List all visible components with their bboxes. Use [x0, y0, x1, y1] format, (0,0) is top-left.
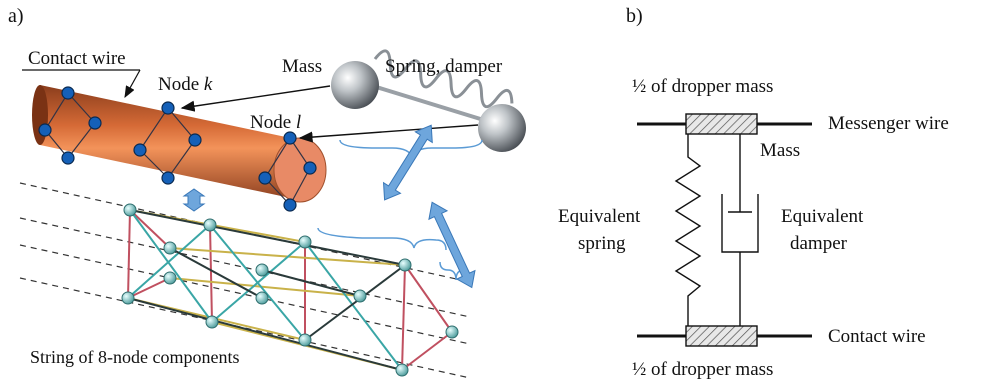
- top-half-mass-block: [685, 113, 758, 135]
- spring-damper-label: Spring, damper: [385, 56, 503, 77]
- wire-nodes: [38, 86, 317, 212]
- messenger-wire-label: Messenger wire: [828, 113, 949, 134]
- panel-b-label: b): [626, 5, 643, 27]
- lattice-node: [298, 235, 312, 249]
- top-half-mass-label: ½ of dropper mass: [632, 76, 774, 97]
- lattice-node: [255, 263, 269, 277]
- wire-node: [61, 151, 75, 165]
- lattice-node: [353, 289, 367, 303]
- double-arrow-vertical: [182, 188, 206, 212]
- lattice-node: [123, 203, 137, 217]
- lattice-node: [445, 325, 459, 339]
- mass-ball-right: [478, 104, 526, 152]
- wire-node: [38, 123, 52, 137]
- wire-node: [188, 133, 202, 147]
- wire-node-k: [161, 101, 175, 115]
- equivalent-damper-label-1: Equivalent: [781, 206, 864, 227]
- lattice-node: [398, 258, 412, 272]
- wire-node: [283, 198, 297, 212]
- wire-node: [133, 143, 147, 157]
- lattice-node: [255, 291, 269, 305]
- string-caption: String of 8-node components: [30, 347, 240, 367]
- equivalent-damper-label-2: damper: [790, 233, 847, 254]
- bottom-half-mass-label: ½ of dropper mass: [632, 359, 774, 380]
- lattice-node: [203, 218, 217, 232]
- wire-node: [161, 171, 175, 185]
- equivalent-spring-symbol: [674, 134, 702, 326]
- panel-b: [637, 113, 812, 347]
- mass-label-a: Mass: [282, 56, 323, 77]
- equivalent-damper-symbol: [721, 134, 759, 326]
- lattice-node: [163, 241, 177, 255]
- lattice-node: [205, 315, 219, 329]
- contact-wire-label: Contact wire: [28, 48, 126, 69]
- blue-arrows: [182, 124, 476, 289]
- mass-label-b: Mass: [760, 140, 801, 161]
- double-arrow-diagonal-right: [428, 201, 476, 289]
- node-l-label: Node l: [250, 112, 302, 133]
- panel-a: [19, 49, 526, 379]
- lattice-node: [121, 291, 135, 305]
- node-k-label: Node k: [158, 74, 213, 95]
- bottom-half-mass-block: [685, 325, 758, 347]
- equivalent-spring-label-2: spring: [578, 233, 626, 254]
- node-k-arrow: [180, 85, 331, 112]
- node-l-arrow: [298, 124, 479, 143]
- wire-node: [88, 116, 102, 130]
- contact-wire-label-b: Contact wire: [828, 326, 926, 347]
- panel-a-label: a): [8, 5, 24, 27]
- equivalent-spring-label-1: Equivalent: [558, 206, 641, 227]
- spring-damper-assembly: [331, 49, 526, 152]
- wire-node-l: [283, 131, 297, 145]
- lattice-node: [395, 363, 409, 377]
- wire-node: [61, 86, 75, 100]
- mass-ball-left: [331, 61, 379, 109]
- wire-node: [303, 161, 317, 175]
- lattice-node: [163, 271, 177, 285]
- lattice-node: [298, 333, 312, 347]
- lattice-structure: [121, 203, 459, 377]
- double-arrow-diagonal-left: [382, 124, 433, 201]
- contact-wire-leader: [22, 69, 141, 99]
- contact-wire-cylinder: [32, 85, 327, 207]
- wire-node: [258, 171, 272, 185]
